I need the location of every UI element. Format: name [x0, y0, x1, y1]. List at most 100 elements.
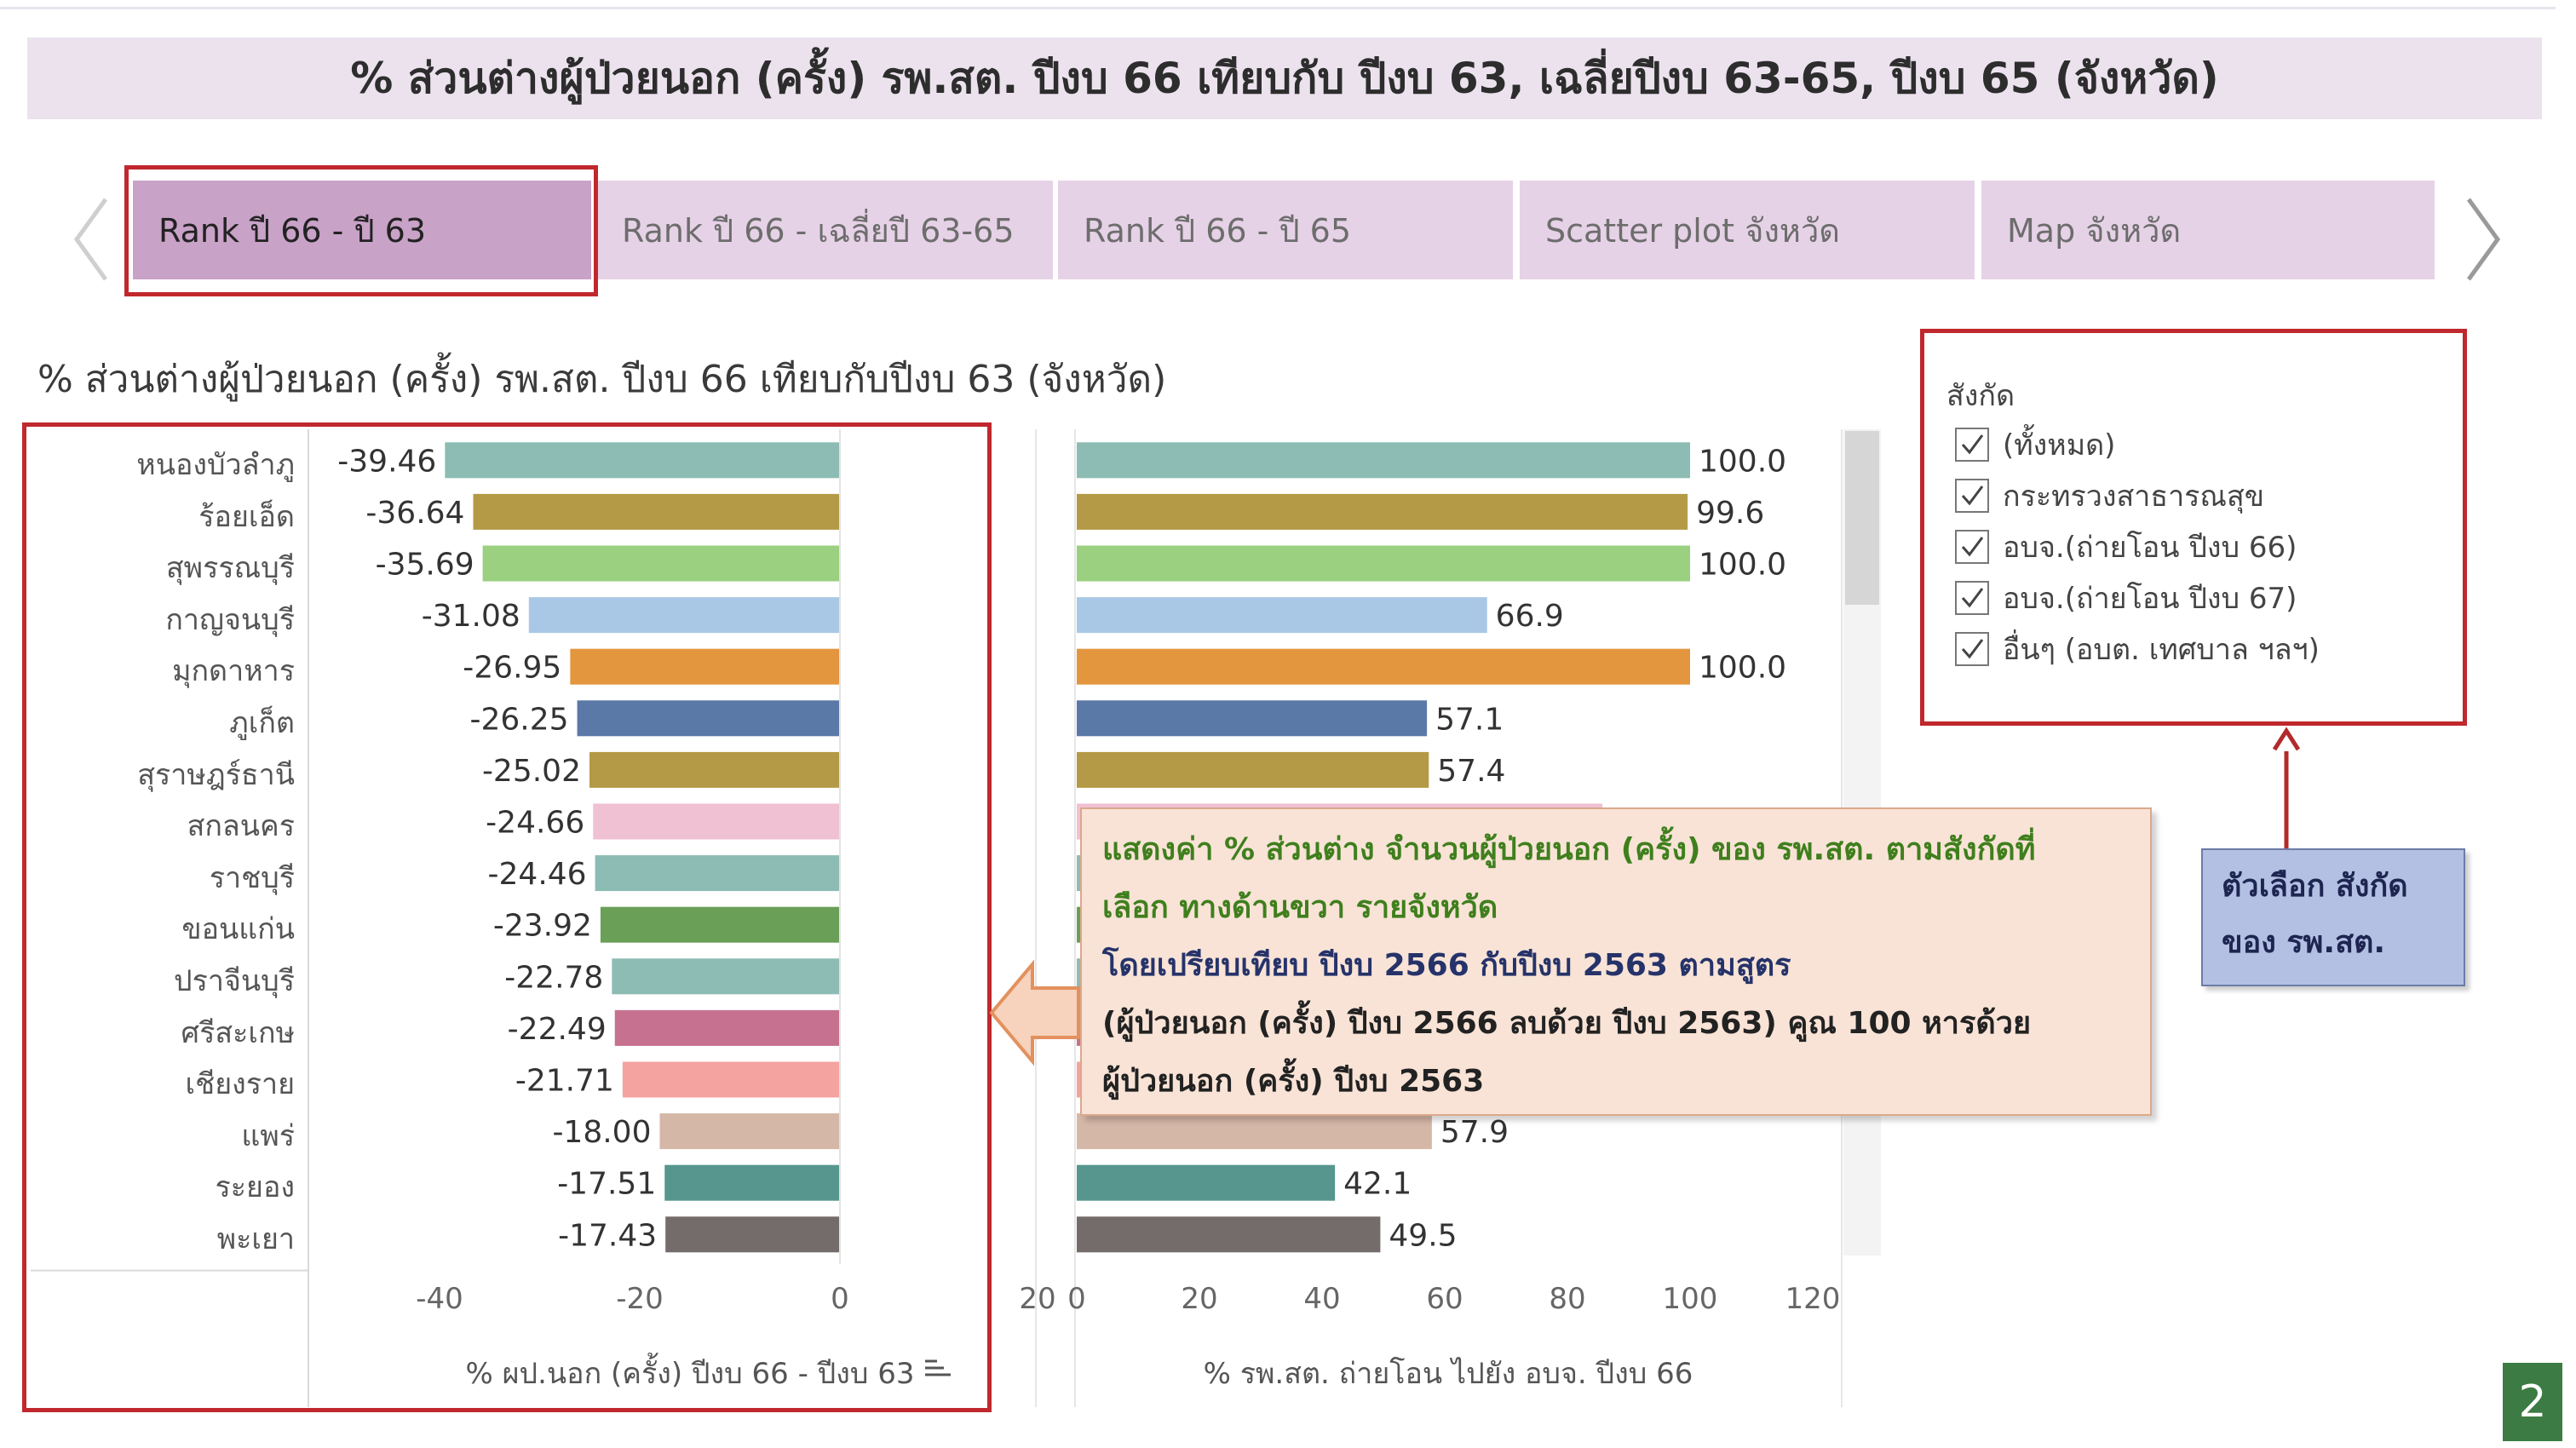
- diff-value-label: -17.43: [558, 1218, 657, 1253]
- explanation-line: แสดงค่า % ส่วนต่าง จำนวนผู้ป่วยนอก (ครั้…: [1102, 832, 2036, 867]
- transfer-value-label: 57.9: [1440, 1115, 1509, 1150]
- transfer-bar: [1077, 493, 1688, 530]
- filter-option-label: อบจ.(ถ่ายโอน ปีงบ 67): [2003, 582, 2297, 616]
- diff-bar: [600, 906, 840, 943]
- transfer-bar: [1077, 442, 1690, 479]
- diff-value-label: -26.25: [470, 702, 569, 737]
- category-label: ระยอง: [215, 1170, 295, 1205]
- transfer-value-label: 100.0: [1699, 548, 1786, 583]
- chevron-right-icon[interactable]: [2460, 192, 2506, 286]
- checkbox-checked-icon[interactable]: [1955, 428, 1989, 462]
- tab-rank-66-avg-63-65[interactable]: Rank ปี 66 - เฉลี่ยปี 63-65: [596, 181, 1053, 279]
- chevron-left-icon[interactable]: [68, 192, 114, 286]
- tab-rank-66-65[interactable]: Rank ปี 66 - ปี 65: [1058, 181, 1513, 279]
- x-tick-label: -20: [616, 1282, 664, 1316]
- diff-value-label: -26.95: [463, 651, 561, 686]
- x-tick-label: 80: [1549, 1282, 1585, 1316]
- x-axis-label: % ผป.นอก (ครั้ง) ปีงบ 66 - ปีงบ 63: [466, 1353, 915, 1391]
- x-tick-label: 20: [1181, 1282, 1217, 1316]
- diff-bar: [482, 545, 840, 582]
- page-title: % ส่วนต่างผู้ป่วยนอก (ครั้ง) รพ.สต. ปีงบ…: [27, 37, 2542, 119]
- explanation-line: ผู้ป่วยนอก (ครั้ง) ปีงบ 2563: [1102, 1064, 1485, 1099]
- tab-label: Map จังหวัด: [2007, 211, 2182, 250]
- active-tab-highlight: [124, 165, 598, 296]
- checkbox-checked-icon[interactable]: [1955, 632, 1989, 666]
- page-number: 2: [2503, 1363, 2562, 1441]
- filter-option-label: (ทั้งหมด): [2003, 428, 2116, 463]
- diff-value-label: -24.46: [488, 857, 587, 892]
- category-label: ศรีสะเกษ: [181, 1015, 295, 1050]
- explanation-line: (ผู้ป่วยนอก (ครั้ง) ปีงบ 2566 ลบด้วย ปีง…: [1102, 1006, 2032, 1041]
- category-label: สุพรรณบุรี: [165, 551, 295, 586]
- diff-value-label: -17.51: [557, 1167, 656, 1202]
- x-axis-label: % รพ.สต. ถ่ายโอน ไปยัง อบจ. ปีงบ 66: [1204, 1357, 1693, 1391]
- diff-bars: -39.46 -36.64 -35.69 -31.08 -26.95 -26.25 -25.…: [337, 442, 840, 1253]
- diff-value-label: -23.92: [493, 909, 592, 944]
- filter-note-line: ตัวเลือก สังกัด: [2222, 869, 2408, 904]
- transfer-value-label: 57.1: [1435, 702, 1504, 737]
- transfer-bar: [1077, 1164, 1336, 1201]
- diff-bar: [665, 1216, 840, 1253]
- page-title-text: % ส่วนต่างผู้ป่วยนอก (ครั้ง) รพ.สต. ปีงบ…: [350, 53, 2219, 103]
- diff-bar: [612, 958, 840, 995]
- diff-bar: [614, 1009, 840, 1046]
- category-label: มุกดาหาร: [172, 654, 295, 689]
- x-tick-label: 60: [1426, 1282, 1463, 1316]
- tab-label: Rank ปี 66 - เฉลี่ยปี 63-65: [622, 211, 1015, 250]
- checkbox-checked-icon[interactable]: [1955, 530, 1989, 564]
- tab-label: Rank ปี 66 - ปี 65: [1084, 211, 1352, 250]
- tab-label: Scatter plot จังหวัด: [1545, 211, 1840, 250]
- diff-bar: [595, 855, 840, 892]
- tab-map[interactable]: Map จังหวัด: [1981, 181, 2435, 279]
- category-label: แพร่: [241, 1118, 295, 1153]
- tab-scatter-plot[interactable]: Scatter plot จังหวัด: [1520, 181, 1975, 279]
- diff-value-label: -39.46: [337, 444, 436, 479]
- checkbox-checked-icon[interactable]: [1955, 479, 1989, 513]
- filter-option-label: อบจ.(ถ่ายโอน ปีงบ 66): [2003, 531, 2297, 565]
- category-label: ปราจีนบุรี: [174, 964, 295, 998]
- x-tick-label: 40: [1303, 1282, 1340, 1316]
- x-tick-label: -40: [416, 1282, 463, 1316]
- sort-descending-icon: [925, 1359, 951, 1376]
- category-label: สกลนคร: [187, 809, 295, 844]
- top-divider: [0, 7, 2556, 9]
- diff-value-label: -25.02: [482, 754, 581, 789]
- affiliation-filter: สังกัด (ทั้งหมด) กระทรวงสาธารณสุข อบจ.(ถ…: [1920, 329, 2467, 726]
- category-label: เชียงราย: [185, 1067, 296, 1102]
- diff-value-label: -24.66: [486, 806, 584, 841]
- explanation-line: โดยเปรียบเทียบ ปีงบ 2566 กับปีงบ 2563 ตา…: [1102, 948, 1791, 983]
- diff-bar: [577, 700, 840, 737]
- filter-option-label: กระทรวงสาธารณสุข: [2003, 480, 2264, 514]
- scrollbar-thumb: [1845, 431, 1879, 605]
- x-tick-label-extra: 20: [1019, 1282, 1055, 1316]
- filter-option-pao-66[interactable]: อบจ.(ถ่ายโอน ปีงบ 66): [1955, 527, 2297, 566]
- arrow-up-icon: [2272, 727, 2301, 850]
- diff-value-label: -36.64: [365, 496, 464, 531]
- transfer-bar: [1077, 1113, 1432, 1150]
- category-label: พะเยา: [216, 1222, 295, 1256]
- transfer-value-label: 100.0: [1699, 444, 1786, 479]
- diff-bar: [528, 597, 840, 634]
- filter-option-pao-67[interactable]: อบจ.(ถ่ายโอน ปีงบ 67): [1955, 578, 2297, 618]
- filter-note: ตัวเลือก สังกัด ของ รพ.สต.: [2201, 848, 2465, 986]
- callout-arrow-icon: [989, 959, 1080, 1066]
- transfer-value-label: 49.5: [1389, 1218, 1457, 1253]
- diff-bar: [593, 803, 840, 840]
- filter-option-all[interactable]: (ทั้งหมด): [1955, 425, 2115, 464]
- filter-option-moph[interactable]: กระทรวงสาธารณสุข: [1955, 476, 2264, 515]
- transfer-bar: [1077, 545, 1690, 582]
- diff-value-label: -22.49: [508, 1012, 607, 1047]
- diff-bar: [445, 442, 840, 479]
- category-label: ราชบุรี: [209, 860, 295, 895]
- transfer-bar: [1077, 1216, 1381, 1253]
- filter-option-others[interactable]: อื่นๆ (อบต. เทศบาล ฯลฯ): [1955, 629, 2320, 669]
- transfer-bar: [1077, 648, 1690, 685]
- checkbox-checked-icon[interactable]: [1955, 581, 1989, 615]
- transfer-bar: [1077, 751, 1429, 788]
- transfer-bar: [1077, 700, 1428, 737]
- diff-value-label: -35.69: [376, 548, 474, 583]
- diff-bar: [570, 648, 840, 685]
- tab-rank-66-63[interactable]: Rank ปี 66 - ปี 63: [133, 181, 591, 279]
- category-label: สุราษฎร์ธานี: [137, 757, 295, 792]
- transfer-value-label: 100.0: [1699, 651, 1786, 686]
